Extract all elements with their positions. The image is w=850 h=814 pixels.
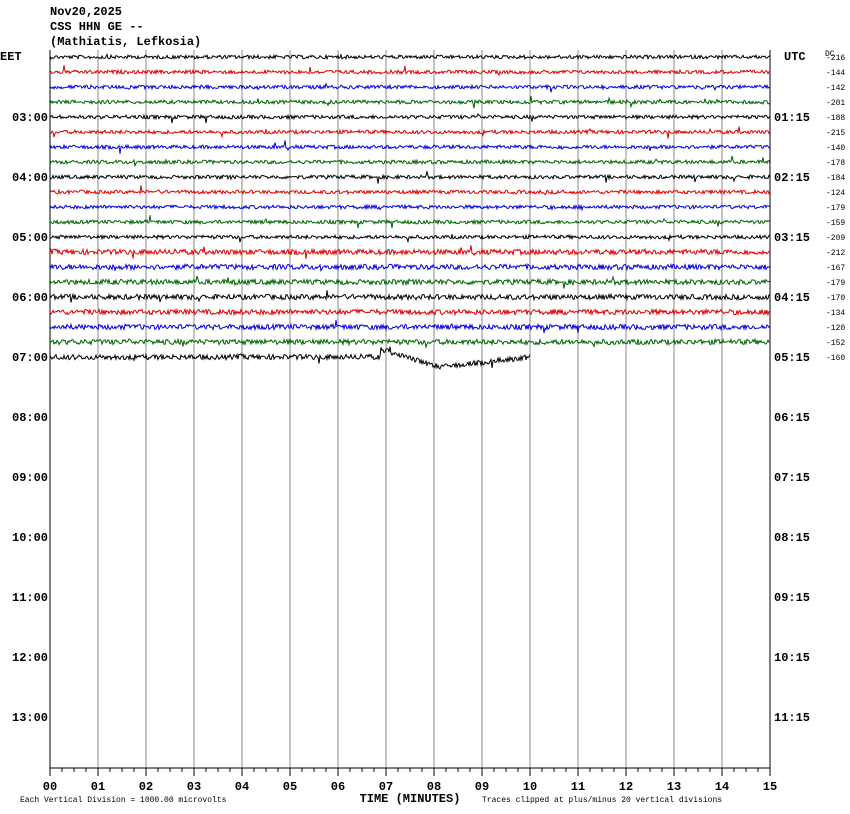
x-tick-label: 02 xyxy=(139,780,153,794)
left-hour: 03:00 xyxy=(12,111,48,125)
dc-offset: -159 xyxy=(826,219,845,228)
left-hour: 07:00 xyxy=(12,351,48,365)
trace xyxy=(49,275,771,289)
trace xyxy=(49,245,771,259)
left-hour: 11:00 xyxy=(12,591,48,605)
x-tick-label: 15 xyxy=(763,780,777,794)
location: (Mathiatis, Lefkosia) xyxy=(50,35,201,49)
x-tick-label: 10 xyxy=(523,780,537,794)
right-hour: 01:15 xyxy=(774,111,810,125)
x-tick-label: 07 xyxy=(379,780,393,794)
left-hour: 09:00 xyxy=(12,471,48,485)
dc-offset: -201 xyxy=(826,99,845,108)
right-hour: 05:15 xyxy=(774,351,810,365)
x-tick-label: 05 xyxy=(283,780,297,794)
x-tick-label: 14 xyxy=(715,780,729,794)
x-tick-label: 09 xyxy=(475,780,489,794)
left-hour: 08:00 xyxy=(12,411,48,425)
dc-offset: -216 xyxy=(826,54,845,63)
left-hour: 13:00 xyxy=(12,711,48,725)
left-hour: 12:00 xyxy=(12,651,48,665)
x-tick-label: 00 xyxy=(43,780,57,794)
trace xyxy=(49,169,771,184)
dc-offset: -184 xyxy=(826,174,845,183)
left-hour: 10:00 xyxy=(12,531,48,545)
right-hour: 09:15 xyxy=(774,591,810,605)
dc-offset: -179 xyxy=(826,204,845,213)
trace xyxy=(49,307,770,317)
left-hour: 05:00 xyxy=(12,231,48,245)
date: Nov20,2025 xyxy=(50,5,122,19)
x-tick-label: 06 xyxy=(331,780,345,794)
x-tick-label: 13 xyxy=(667,780,681,794)
dc-offset: -209 xyxy=(826,234,845,243)
x-tick-label: 11 xyxy=(571,780,585,794)
dc-offset: -160 xyxy=(826,354,845,363)
trace xyxy=(49,262,771,273)
dc-offset: -178 xyxy=(826,159,845,168)
dc-offset: -142 xyxy=(826,84,845,93)
trace xyxy=(49,82,771,93)
dc-offset: -170 xyxy=(826,294,845,303)
x-axis-label: TIME (MINUTES) xyxy=(360,792,461,806)
left-hour: 04:00 xyxy=(12,171,48,185)
left-hour: 06:00 xyxy=(12,291,48,305)
trace xyxy=(50,233,771,244)
x-tick-label: 04 xyxy=(235,780,249,794)
dc-offset: -188 xyxy=(826,114,845,123)
dc-offset: -124 xyxy=(826,189,845,198)
trace xyxy=(49,203,771,212)
trace xyxy=(49,290,771,303)
trace xyxy=(49,53,771,61)
left-zone: EET xyxy=(0,50,22,64)
right-hour: 11:15 xyxy=(774,711,810,725)
trace xyxy=(49,346,531,370)
trace xyxy=(49,126,771,139)
x-tick-label: 03 xyxy=(187,780,201,794)
trace xyxy=(49,185,771,196)
x-tick-label: 12 xyxy=(619,780,633,794)
clip-note: Traces clipped at plus/minus 20 vertical… xyxy=(482,796,722,805)
right-hour: 06:15 xyxy=(774,411,810,425)
trace xyxy=(49,320,771,334)
right-hour: 10:15 xyxy=(774,651,810,665)
dc-offset: -152 xyxy=(826,339,845,348)
right-hour: 04:15 xyxy=(774,291,810,305)
scale-note: Each Vertical Division = 1000.00 microvo… xyxy=(20,796,227,805)
dc-offset: -144 xyxy=(826,69,845,78)
trace xyxy=(49,140,771,154)
dc-label: DC xyxy=(825,50,835,59)
trace xyxy=(49,337,771,350)
right-zone: UTC xyxy=(784,50,806,64)
right-hour: 02:15 xyxy=(774,171,810,185)
right-hour: 03:15 xyxy=(774,231,810,245)
dc-offset: -120 xyxy=(826,324,845,333)
station: CSS HHN GE -- xyxy=(50,20,144,34)
trace xyxy=(49,155,771,168)
trace xyxy=(49,95,771,109)
x-tick-label: 01 xyxy=(91,780,105,794)
x-tick-label: 08 xyxy=(427,780,441,794)
dc-offset: -134 xyxy=(826,309,845,318)
dc-offset: -140 xyxy=(826,144,845,153)
trace xyxy=(49,65,771,77)
dc-offset: -167 xyxy=(826,264,845,273)
trace xyxy=(49,112,771,124)
dc-offset: -212 xyxy=(826,249,845,258)
right-hour: 08:15 xyxy=(774,531,810,545)
right-hour: 07:15 xyxy=(774,471,810,485)
dc-offset: -215 xyxy=(826,129,845,138)
dc-offset: -179 xyxy=(826,279,845,288)
trace xyxy=(49,215,771,229)
